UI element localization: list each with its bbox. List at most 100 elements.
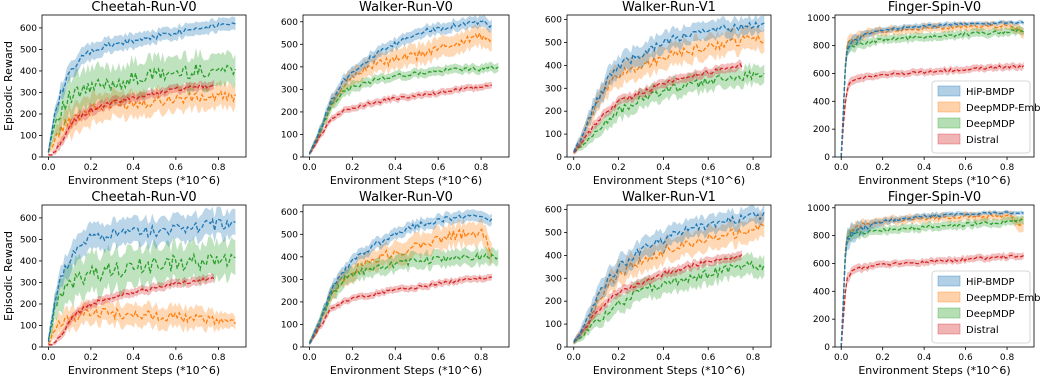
chart-title: Cheetah-Run-V0 [91, 190, 196, 205]
y-tick-label: 0 [556, 343, 562, 353]
series-line [308, 276, 493, 345]
series-line [47, 217, 236, 342]
y-tick-label: 500 [20, 45, 37, 55]
chart-title: Finger-Spin-V0 [888, 0, 981, 15]
x-tick-label: 0.2 [611, 163, 625, 173]
series-band [573, 251, 765, 345]
legend: HiP-BMDP DeepMDP-Emb DeepMDP Distral [931, 80, 1041, 154]
series-line [47, 63, 236, 152]
y-tick-label: 0 [824, 153, 830, 163]
x-tick-label: 0.4 [388, 353, 403, 363]
x-tick-label: 0.8 [474, 353, 489, 363]
y-tick-label: 200 [20, 300, 37, 310]
x-tick-label: 0.0 [567, 353, 582, 363]
legend-entry: Distral [966, 135, 999, 146]
y-tick-label: 200 [813, 315, 830, 325]
series-band [48, 206, 236, 347]
series-line [308, 65, 499, 154]
x-tick-label: 0.6 [958, 163, 973, 173]
y-tick-label: 100 [20, 321, 37, 331]
x-tick-label: 0.2 [876, 353, 890, 363]
x-tick-label: 0.6 [958, 353, 973, 363]
y-tick-label: 1000 [807, 14, 830, 24]
x-tick-label: 0.6 [169, 163, 184, 173]
y-tick-label: 400 [20, 67, 37, 77]
y-tick-label: 500 [545, 38, 562, 48]
axes-frame [834, 204, 1035, 348]
series-line [840, 211, 1024, 347]
legend-entry: HiP-BMDP [966, 277, 1015, 288]
series-line [573, 211, 765, 343]
y-axis-label: Episodic Reward [2, 231, 15, 321]
x-axis-label: Environment Steps (*10^6) [858, 364, 1010, 377]
series-line [840, 28, 1024, 157]
series-band [841, 209, 1024, 347]
plot-area [308, 209, 499, 346]
chart-panel: 0.0 0.2 0.4 0.6 0.8 0 100 200 300 400 500 600 Walker… [545, 0, 772, 187]
series-band [573, 212, 765, 346]
series-line [47, 307, 236, 345]
series-line [308, 19, 493, 155]
x-tick-label: 0.8 [474, 163, 489, 173]
series-line [840, 254, 1024, 347]
series-line [573, 33, 765, 153]
y-tick-label: 100 [281, 130, 298, 140]
y-tick-label: 0 [824, 343, 830, 353]
chart-panel: 0.0 0.2 0.4 0.6 0.8 0 100 200 300 400 500 600 Walker… [545, 190, 772, 377]
chart-title: Walker-Run-V1 [622, 0, 716, 15]
y-tick-label: 0 [31, 343, 37, 353]
legend-swatch [937, 291, 961, 303]
y-tick-label: 400 [545, 61, 562, 71]
series-band [309, 15, 492, 157]
series-line [47, 22, 236, 153]
series-band [841, 210, 1024, 347]
y-tick-label: 600 [545, 206, 562, 216]
legend: HiP-BMDP DeepMDP-Emb DeepMDP Distral [931, 270, 1041, 344]
y-tick-label: 500 [281, 40, 298, 50]
chart-title: Walker-Run-V1 [622, 190, 716, 205]
x-axis-label: Environment Steps (*10^6) [68, 364, 220, 377]
x-tick-label: 0.6 [701, 163, 716, 173]
series-line [48, 276, 215, 346]
legend-frame [931, 80, 1031, 154]
legend-swatch [937, 85, 961, 97]
y-tick-label: 400 [545, 251, 562, 261]
y-tick-label: 400 [813, 287, 830, 297]
chart-panel: 0.0 0.2 0.4 0.6 0.8 0 100 200 300 400 500 600 Cheeta… [2, 0, 247, 187]
y-tick-label: 600 [20, 24, 37, 34]
series-band [48, 273, 215, 346]
series-band [573, 23, 765, 155]
series-band [573, 62, 765, 154]
x-tick-label: 0.0 [834, 353, 849, 363]
axes-frame [302, 14, 510, 158]
y-tick-label: 200 [545, 107, 562, 117]
plot-area [573, 15, 765, 155]
x-tick-label: 0.8 [1000, 163, 1015, 173]
chart-panel: 0.0 0.2 0.4 0.6 0.8 0 200 400 600 800 1000 Finger-S… [807, 190, 1040, 377]
series-line [48, 83, 215, 156]
legend-swatch [937, 275, 961, 287]
series-line [47, 89, 237, 153]
series-line [573, 254, 743, 343]
x-axis-label: Environment Steps (*10^6) [330, 174, 482, 187]
chart-panel: 0.0 0.2 0.4 0.6 0.8 0 100 200 300 400 500 600 Cheeta… [2, 190, 247, 377]
y-tick-label: 300 [281, 85, 298, 95]
x-axis-label: Environment Steps (*10^6) [593, 364, 745, 377]
y-tick-label: 500 [281, 230, 298, 240]
series-line [309, 84, 492, 154]
y-tick-label: 600 [281, 18, 298, 28]
y-tick-label: 200 [20, 110, 37, 120]
x-tick-label: 0.8 [746, 353, 761, 363]
x-tick-label: 0.2 [345, 163, 359, 173]
chart-title: Walker-Run-V0 [359, 190, 453, 205]
legend-swatch [937, 101, 961, 113]
series-line [308, 251, 499, 344]
plot-area [840, 209, 1024, 347]
x-tick-label: 0.2 [84, 163, 98, 173]
x-tick-label: 0.4 [126, 163, 141, 173]
series-band [48, 47, 236, 156]
y-tick-label: 400 [281, 63, 298, 73]
axes-frame [41, 14, 247, 158]
x-axis-label: Environment Steps (*10^6) [858, 174, 1010, 187]
